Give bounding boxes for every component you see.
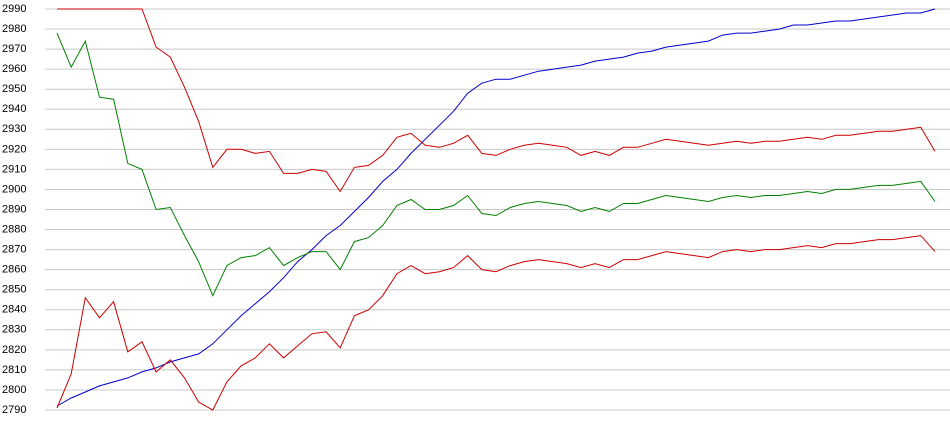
y-tick-label: 2840	[2, 304, 26, 316]
series-line	[56, 32, 936, 297]
y-tick-label: 2850	[2, 284, 26, 296]
y-tick-label: 2790	[2, 404, 26, 416]
y-tick-label: 2800	[2, 384, 26, 396]
y-tick-label: 2970	[2, 43, 26, 55]
y-tick-label: 2980	[2, 23, 26, 35]
y-tick-label: 2920	[2, 143, 26, 155]
y-tick-label: 2870	[2, 244, 26, 256]
y-tick-label: 2810	[2, 364, 26, 376]
series-line	[57, 8, 936, 193]
y-tick-label: 2990	[2, 3, 26, 15]
y-tick-label: 2820	[2, 344, 26, 356]
series-line	[56, 235, 936, 411]
y-tick-label: 2950	[2, 83, 26, 95]
y-tick-label: 2960	[2, 63, 26, 75]
y-tick-label: 2860	[2, 264, 26, 276]
series-line	[56, 8, 936, 407]
y-tick-label: 2880	[2, 223, 26, 235]
y-tick-label: 2830	[2, 324, 26, 336]
y-tick-label: 2930	[2, 123, 26, 135]
y-tick-label: 2900	[2, 183, 26, 195]
y-tick-label: 2940	[2, 103, 26, 115]
y-tick-label: 2910	[2, 163, 26, 175]
y-tick-label: 2890	[2, 203, 26, 215]
